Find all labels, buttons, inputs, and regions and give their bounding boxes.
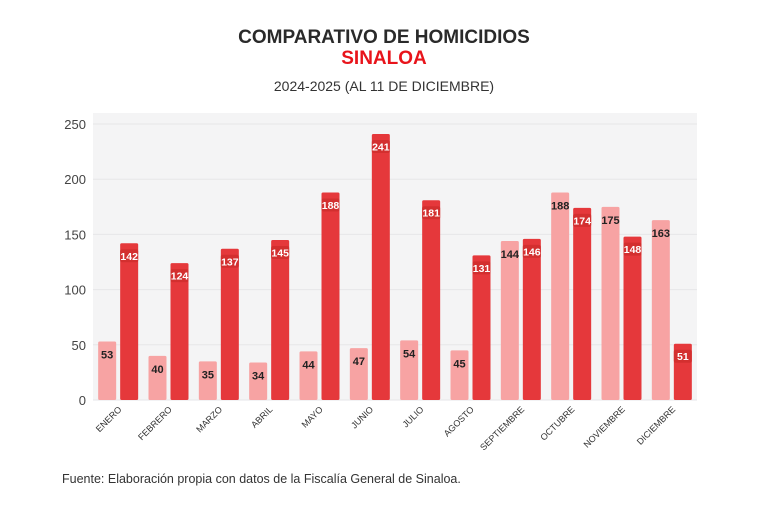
bar-2025	[573, 207, 592, 400]
bar-2024	[249, 362, 268, 400]
data-label: 145	[271, 247, 289, 259]
data-label-bg	[371, 139, 390, 153]
x-tick-label: OCTUBRE	[538, 404, 576, 442]
y-tick-label: 200	[64, 172, 86, 187]
x-tick-label: AGOSTO	[442, 404, 476, 438]
data-label-bg	[220, 254, 239, 268]
bar-2024	[601, 206, 620, 400]
chart-period: 2024-2025 (AL 11 DE DICIEMBRE)	[273, 78, 495, 94]
data-label: 40	[151, 364, 163, 376]
bar-2025	[623, 236, 642, 400]
source-note: Fuente: Elaboración propia con datos de …	[62, 472, 461, 486]
data-label-bg	[170, 269, 189, 283]
x-tick-label: ABRIL	[249, 404, 274, 429]
data-label-bg	[271, 245, 290, 259]
x-tick-label: JULIO	[400, 404, 425, 429]
y-tick-label: 0	[79, 393, 86, 408]
bar-2025	[170, 263, 189, 400]
bar-2025	[220, 248, 239, 400]
data-label: 241	[372, 141, 390, 153]
plot-area	[93, 113, 697, 400]
data-label: 188	[551, 200, 569, 212]
data-label: 137	[221, 256, 239, 268]
x-tick-label: MAYO	[300, 404, 325, 429]
bar-2024	[299, 351, 318, 400]
data-label: 54	[403, 348, 416, 360]
bar-2025	[472, 255, 491, 400]
y-tick-label: 50	[72, 338, 86, 353]
data-label-bg	[623, 242, 642, 256]
x-tick-label: JUNIO	[349, 404, 375, 430]
bar-2024	[98, 341, 117, 400]
x-tick-label: NOVIEMBRE	[582, 404, 627, 449]
bar-2024	[148, 355, 167, 400]
bar-2024	[651, 220, 670, 400]
y-tick-label: 250	[64, 117, 86, 132]
bar-2024	[551, 192, 570, 400]
bar-2024	[500, 241, 519, 400]
data-label-bg	[673, 349, 692, 363]
data-label: 34	[252, 370, 265, 382]
data-label: 144	[501, 249, 520, 261]
data-label-bg	[321, 198, 340, 212]
x-tick-label: SEPTIEMBRE	[478, 404, 526, 452]
bar-2024	[198, 361, 217, 400]
data-label: 175	[601, 215, 619, 227]
data-label-bg	[120, 249, 139, 263]
data-label: 174	[573, 215, 591, 227]
x-tick-label: FEBRERO	[136, 404, 174, 442]
bar-2024	[349, 348, 368, 400]
y-tick-label: 100	[64, 283, 86, 298]
bar-2025	[371, 133, 390, 400]
data-label-bg	[522, 244, 541, 258]
bar-2025	[321, 192, 340, 400]
data-label: 124	[171, 271, 189, 283]
data-label: 148	[624, 244, 642, 256]
data-label: 142	[120, 251, 138, 263]
y-tick-label: 150	[64, 227, 86, 242]
data-label: 181	[422, 208, 440, 220]
data-label: 44	[302, 359, 315, 371]
data-label-bg	[422, 206, 441, 220]
data-label: 163	[652, 228, 670, 240]
bar-2024	[400, 340, 419, 400]
x-tick-label: DICIEMBRE	[635, 404, 677, 446]
chart-subtitle: SINALOA	[341, 48, 427, 69]
data-label: 47	[353, 356, 365, 368]
data-label-bg	[472, 261, 491, 275]
bar-2024	[450, 350, 469, 400]
data-label: 45	[453, 358, 465, 370]
data-label: 35	[202, 369, 214, 381]
bar-2025	[271, 239, 290, 400]
bar-2025	[522, 238, 541, 400]
x-tick-label: ENERO	[94, 404, 124, 434]
bar-2025	[422, 200, 441, 400]
data-label: 53	[101, 349, 113, 361]
chart-title: COMPARATIVO DE HOMICIDIOS	[238, 27, 530, 48]
data-label: 188	[322, 200, 340, 212]
x-tick-label: MARZO	[194, 404, 224, 434]
data-label-bg	[573, 213, 592, 227]
data-label: 131	[473, 263, 491, 275]
bar-2025	[120, 243, 139, 400]
data-label: 146	[523, 246, 541, 258]
data-label: 51	[677, 351, 689, 363]
